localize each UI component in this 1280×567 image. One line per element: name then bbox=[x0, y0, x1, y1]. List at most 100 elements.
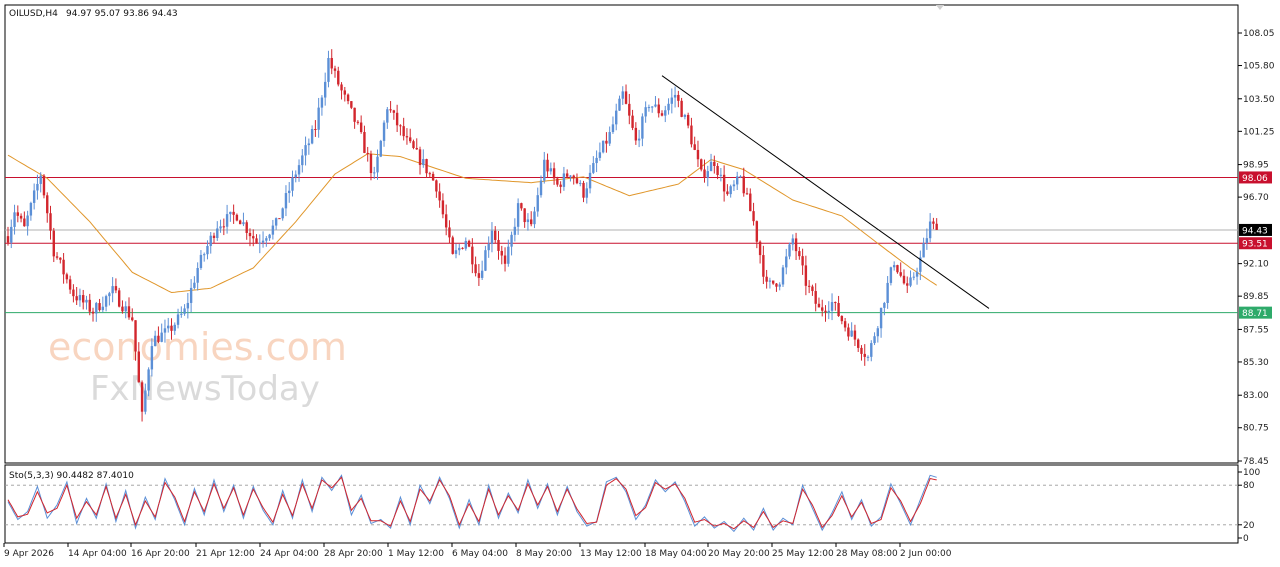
candle-body[interactable] bbox=[317, 107, 320, 130]
candle-body[interactable] bbox=[824, 310, 827, 313]
candle-body[interactable] bbox=[252, 236, 255, 239]
candle-body[interactable] bbox=[611, 124, 615, 133]
candle-body[interactable] bbox=[703, 169, 706, 178]
downtrend-line[interactable] bbox=[661, 75, 990, 309]
candle-body[interactable] bbox=[91, 311, 95, 314]
candle-body[interactable] bbox=[36, 183, 39, 191]
candle-body[interactable] bbox=[265, 238, 268, 241]
candle-body[interactable] bbox=[209, 235, 212, 246]
candle-body[interactable] bbox=[879, 307, 883, 329]
candle-body[interactable] bbox=[127, 306, 131, 318]
candle-body[interactable] bbox=[546, 159, 549, 172]
candle-body[interactable] bbox=[281, 208, 284, 219]
candle-body[interactable] bbox=[556, 178, 559, 185]
candle-body[interactable] bbox=[49, 213, 52, 231]
candle-body[interactable] bbox=[23, 218, 26, 227]
candle-body[interactable] bbox=[932, 221, 935, 224]
candle-body[interactable] bbox=[438, 191, 441, 201]
candle-body[interactable] bbox=[552, 168, 556, 179]
candle-body[interactable] bbox=[389, 109, 392, 111]
candle-body[interactable] bbox=[807, 285, 811, 287]
candle-body[interactable] bbox=[647, 107, 651, 109]
candle-body[interactable] bbox=[579, 182, 582, 184]
candle-body[interactable] bbox=[588, 172, 592, 189]
candle-body[interactable] bbox=[301, 155, 304, 166]
candle-body[interactable] bbox=[422, 159, 425, 166]
candle-body[interactable] bbox=[124, 306, 127, 312]
candle-body[interactable] bbox=[775, 283, 778, 287]
candle-body[interactable] bbox=[140, 382, 144, 412]
candle-body[interactable] bbox=[834, 302, 837, 304]
candle-body[interactable] bbox=[95, 303, 98, 314]
candle-body[interactable] bbox=[827, 310, 830, 313]
candle-body[interactable] bbox=[814, 291, 817, 304]
candle-body[interactable] bbox=[928, 221, 932, 239]
candle-body[interactable] bbox=[294, 174, 297, 178]
candle-body[interactable] bbox=[13, 212, 16, 227]
candle-body[interactable] bbox=[503, 255, 507, 264]
candle-body[interactable] bbox=[144, 390, 147, 412]
candle-body[interactable] bbox=[847, 327, 850, 337]
candle-body[interactable] bbox=[634, 127, 638, 141]
candle-body[interactable] bbox=[418, 149, 422, 166]
candle-body[interactable] bbox=[840, 316, 844, 322]
candle-body[interactable] bbox=[477, 273, 481, 278]
candle-body[interactable] bbox=[706, 171, 709, 178]
candle-body[interactable] bbox=[487, 244, 490, 251]
candle-body[interactable] bbox=[883, 302, 886, 308]
candle-body[interactable] bbox=[402, 126, 405, 137]
candle-body[interactable] bbox=[26, 215, 29, 227]
candle-body[interactable] bbox=[180, 313, 183, 315]
candle-body[interactable] bbox=[350, 101, 353, 108]
candle-body[interactable] bbox=[912, 276, 915, 278]
candle-body[interactable] bbox=[742, 176, 745, 194]
candle-body[interactable] bbox=[494, 230, 497, 240]
candle-body[interactable] bbox=[569, 175, 572, 177]
candle-body[interactable] bbox=[278, 218, 281, 220]
candle-body[interactable] bbox=[196, 267, 199, 283]
candle-body[interactable] bbox=[758, 241, 762, 256]
candle-body[interactable] bbox=[866, 356, 870, 358]
candle-body[interactable] bbox=[906, 283, 909, 286]
candle-body[interactable] bbox=[811, 286, 814, 292]
candle-body[interactable] bbox=[238, 220, 242, 225]
candle-body[interactable] bbox=[673, 94, 677, 98]
candle-body[interactable] bbox=[104, 296, 108, 307]
candle-body[interactable] bbox=[261, 240, 265, 243]
candle-body[interactable] bbox=[582, 182, 585, 198]
candle-body[interactable] bbox=[431, 173, 435, 181]
candle-body[interactable] bbox=[830, 302, 834, 311]
candle-body[interactable] bbox=[876, 328, 880, 337]
candle-body[interactable] bbox=[137, 351, 140, 383]
candle-body[interactable] bbox=[458, 247, 461, 251]
candle-body[interactable] bbox=[72, 289, 75, 297]
candle-body[interactable] bbox=[212, 235, 216, 238]
candle-body[interactable] bbox=[369, 154, 373, 174]
candle-body[interactable] bbox=[219, 226, 222, 229]
candle-body[interactable] bbox=[467, 240, 471, 247]
candle-body[interactable] bbox=[46, 195, 49, 214]
candle-body[interactable] bbox=[435, 180, 438, 192]
candle-body[interactable] bbox=[98, 303, 101, 311]
candle-body[interactable] bbox=[392, 110, 396, 113]
candle-body[interactable] bbox=[189, 287, 193, 303]
candle-body[interactable] bbox=[343, 90, 347, 95]
candle-body[interactable] bbox=[791, 238, 794, 245]
candle-body[interactable] bbox=[500, 250, 503, 256]
candle-body[interactable] bbox=[549, 168, 553, 172]
candle-body[interactable] bbox=[10, 226, 13, 243]
candle-body[interactable] bbox=[222, 226, 226, 228]
candle-body[interactable] bbox=[896, 265, 899, 273]
candle-body[interactable] bbox=[59, 257, 62, 260]
candle-body[interactable] bbox=[337, 70, 340, 85]
candle-body[interactable] bbox=[386, 109, 389, 123]
candle-body[interactable] bbox=[346, 94, 350, 102]
candle-body[interactable] bbox=[794, 238, 798, 252]
candle-body[interactable] bbox=[915, 271, 919, 277]
candle-body[interactable] bbox=[167, 325, 170, 329]
candle-body[interactable] bbox=[892, 265, 896, 268]
candle-body[interactable] bbox=[801, 256, 804, 266]
candle-body[interactable] bbox=[817, 303, 821, 308]
candle-body[interactable] bbox=[899, 272, 902, 276]
candle-body[interactable] bbox=[242, 222, 245, 225]
